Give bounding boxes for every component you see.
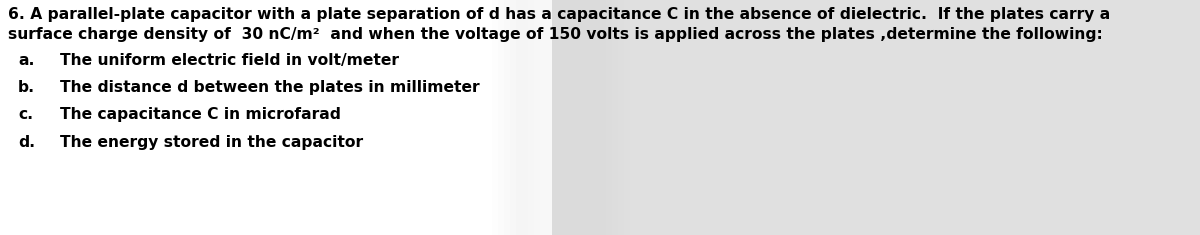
Text: b.: b.: [18, 80, 35, 95]
Text: surface charge density of  30 nC/m²  and when the voltage of 150 volts is applie: surface charge density of 30 nC/m² and w…: [8, 27, 1103, 42]
Text: d.: d.: [18, 135, 35, 150]
FancyBboxPatch shape: [552, 0, 1200, 235]
Text: The distance d between the plates in millimeter: The distance d between the plates in mil…: [60, 80, 480, 95]
Text: The uniform electric field in volt/meter: The uniform electric field in volt/meter: [60, 53, 398, 68]
Text: 6. A parallel-plate capacitor with a plate separation of d has a capacitance C i: 6. A parallel-plate capacitor with a pla…: [8, 7, 1110, 22]
Text: The capacitance C in microfarad: The capacitance C in microfarad: [60, 107, 341, 122]
Text: c.: c.: [18, 107, 34, 122]
Text: a.: a.: [18, 53, 35, 68]
Text: The energy stored in the capacitor: The energy stored in the capacitor: [60, 135, 364, 150]
